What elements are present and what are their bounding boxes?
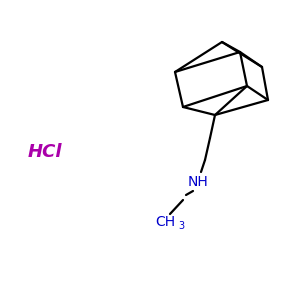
- Text: HCl: HCl: [28, 143, 62, 161]
- Text: NH: NH: [188, 175, 208, 189]
- Text: CH: CH: [155, 215, 175, 229]
- Text: 3: 3: [178, 221, 184, 231]
